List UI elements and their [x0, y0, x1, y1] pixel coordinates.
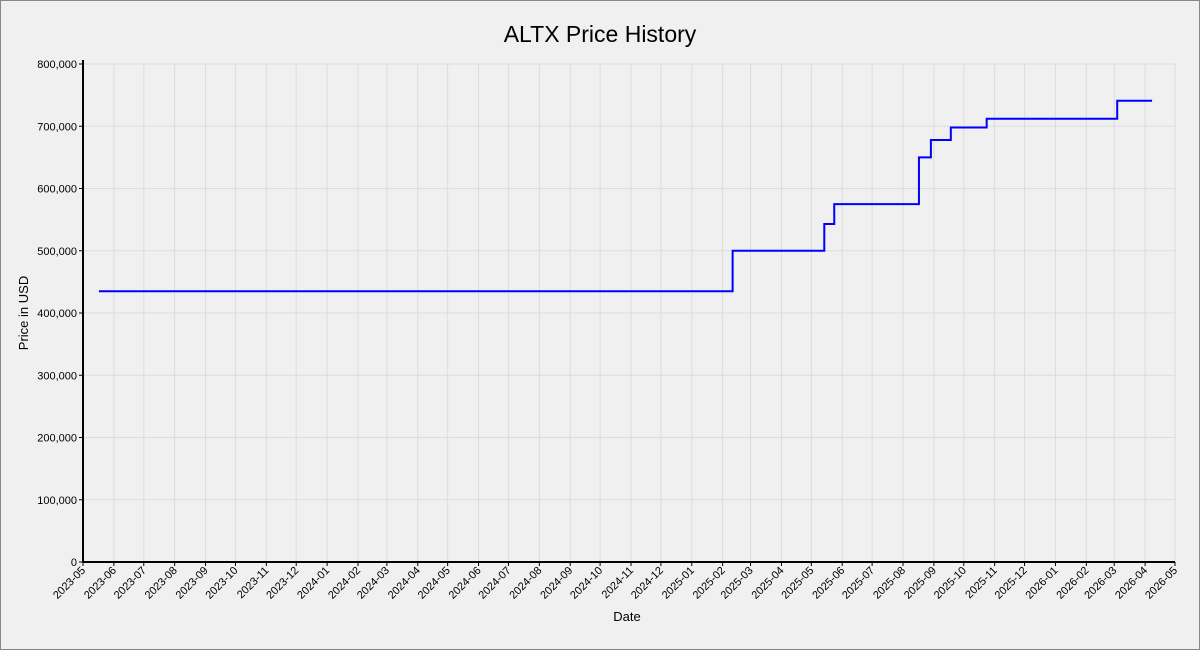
y-tick-label: 700,000	[37, 121, 77, 133]
y-tick-label: 600,000	[37, 184, 77, 196]
y-tick-label: 0	[71, 557, 77, 569]
chart-title: ALTX Price History	[504, 21, 697, 47]
y-tick-label: 800,000	[37, 59, 77, 71]
y-axis-label: Price in USD	[16, 276, 31, 350]
price-line	[98, 99, 1153, 293]
y-tick-label: 400,000	[37, 308, 77, 320]
x-axis-label: Date	[613, 609, 640, 624]
y-tick-label: 200,000	[37, 433, 77, 445]
y-tick-label: 100,000	[37, 495, 77, 507]
y-tick-label: 500,000	[37, 246, 77, 258]
y-tick-label: 300,000	[37, 370, 77, 382]
